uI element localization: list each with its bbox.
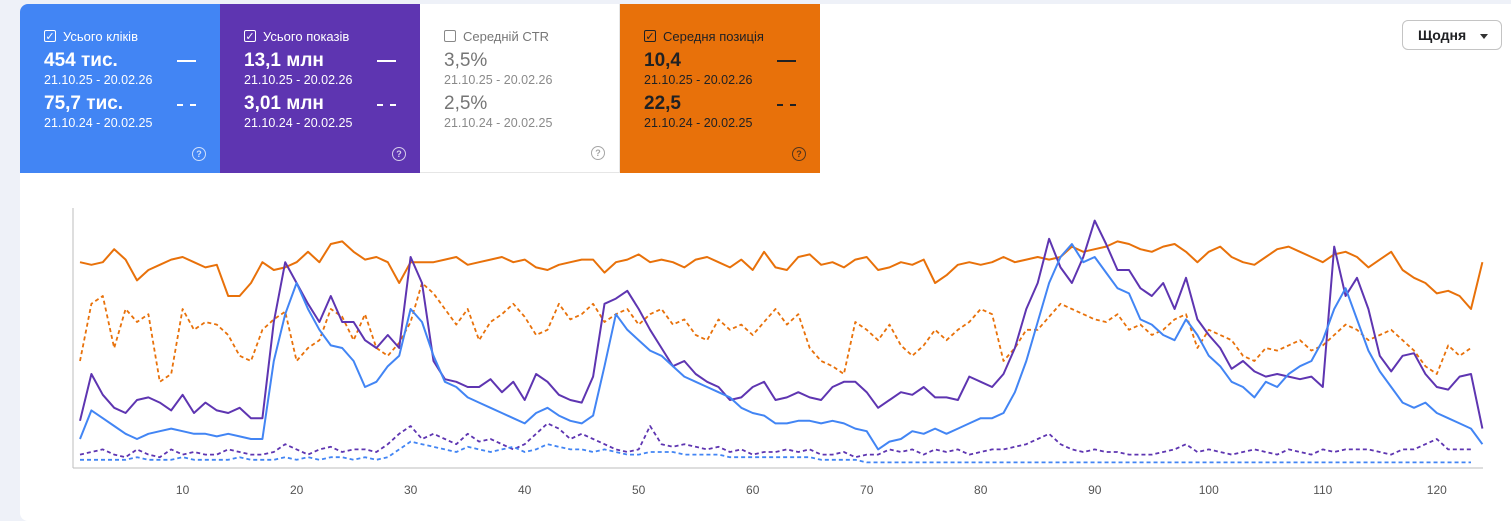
impressions-range: 21.10.25 - 20.02.26 [244, 73, 353, 87]
clicks-toggle-row: ✓ Усього кліків [44, 28, 220, 44]
ctr-value: 3,5% [444, 50, 488, 71]
clicks-range: 21.10.25 - 20.02.26 [44, 73, 153, 87]
ctr-toggle-row: Середній CTR [444, 28, 619, 44]
metric-card-impressions[interactable]: ✓ Усього показів 13,1 млн 21.10.25 - 20.… [220, 4, 420, 173]
checkbox-checked-icon[interactable]: ✓ [244, 29, 256, 43]
dashed-line-legend-icon [177, 104, 196, 106]
dashed-line-legend-icon [377, 104, 396, 106]
x-tick-label: 90 [1088, 483, 1102, 497]
caret-down-icon [1480, 34, 1488, 39]
ctr-compare-value: 2,5% [444, 93, 488, 114]
x-tick-label: 30 [404, 483, 418, 497]
impressions-label: Усього показів [263, 28, 350, 44]
x-tick-label: 20 [290, 483, 304, 497]
clicks-value: 454 тис. [44, 50, 118, 71]
help-icon[interactable]: ? [591, 146, 605, 160]
x-tick-label: 40 [518, 483, 532, 497]
position-value: 10,4 [644, 50, 681, 71]
x-tick-label: 10 [176, 483, 190, 497]
ctr-range: 21.10.25 - 20.02.26 [444, 73, 553, 87]
x-tick-label: 50 [632, 483, 646, 497]
clicks-compare-range: 21.10.24 - 20.02.25 [44, 116, 153, 130]
dashed-line-legend-icon [777, 104, 796, 106]
x-tick-label: 100 [1199, 483, 1219, 497]
ctr-compare-range: 21.10.24 - 20.02.25 [444, 116, 553, 130]
series-line-2 [79, 219, 1484, 429]
granularity-dropdown[interactable]: Щодня [1402, 20, 1502, 50]
ctr-label: Середній CTR [463, 28, 550, 44]
metric-card-position[interactable]: ✓ Середня позиція 10,4 21.10.25 - 20.02.… [620, 4, 820, 173]
series-line-1 [79, 282, 1472, 383]
x-tick-label: 120 [1427, 483, 1447, 497]
clicks-label: Усього кліків [63, 28, 138, 44]
series-line-3 [79, 422, 1471, 459]
position-range: 21.10.25 - 20.02.26 [644, 73, 753, 87]
help-icon[interactable]: ? [792, 147, 806, 161]
impressions-compare-value: 3,01 млн [244, 93, 324, 114]
impressions-toggle-row: ✓ Усього показів [244, 28, 420, 44]
metric-card-clicks[interactable]: ✓ Усього кліків 454 тис. 21.10.25 - 20.0… [20, 4, 220, 173]
series-line-4 [79, 243, 1484, 451]
x-tick-label: 70 [860, 483, 874, 497]
checkbox-checked-icon[interactable]: ✓ [44, 29, 56, 43]
help-icon[interactable]: ? [392, 147, 406, 161]
checkbox-unchecked-icon[interactable] [444, 30, 456, 42]
position-toggle-row: ✓ Середня позиція [644, 28, 820, 44]
help-icon[interactable]: ? [192, 147, 206, 161]
clicks-compare-value: 75,7 тис. [44, 93, 124, 114]
series-line-5 [80, 440, 1471, 464]
x-tick-label: 60 [746, 483, 760, 497]
position-label: Середня позиція [663, 28, 764, 44]
checkbox-checked-icon[interactable]: ✓ [644, 29, 656, 43]
x-tick-label: 110 [1313, 483, 1332, 497]
granularity-dropdown-label: Щодня [1418, 27, 1467, 43]
series-line-0 [79, 240, 1484, 310]
metric-card-ctr[interactable]: Середній CTR 3,5% 21.10.25 - 20.02.26 2,… [420, 4, 620, 173]
impressions-value: 13,1 млн [244, 50, 324, 71]
solid-line-legend-icon [377, 60, 396, 62]
impressions-compare-range: 21.10.24 - 20.02.25 [244, 116, 353, 130]
x-tick-label: 80 [974, 483, 988, 497]
solid-line-legend-icon [777, 60, 796, 62]
position-compare-range: 21.10.24 - 20.02.25 [644, 116, 753, 130]
position-compare-value: 22,5 [644, 93, 681, 114]
solid-line-legend-icon [177, 60, 196, 62]
